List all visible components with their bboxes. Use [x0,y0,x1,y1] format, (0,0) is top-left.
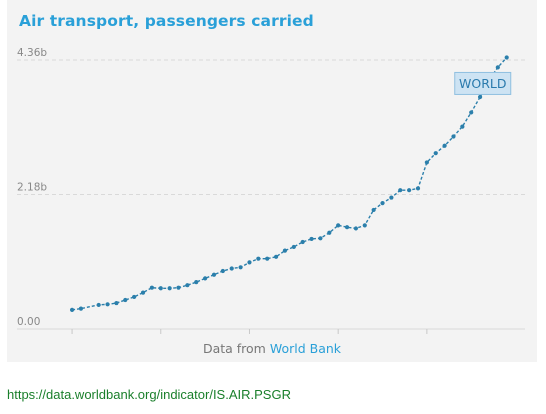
data-point[interactable] [194,280,199,285]
data-point[interactable] [247,260,252,265]
data-point[interactable] [105,302,110,307]
data-point[interactable] [78,306,84,311]
data-point[interactable] [336,223,341,228]
data-point[interactable] [238,265,243,270]
series-label-box [454,71,512,95]
data-point[interactable] [460,124,465,129]
source-prefix: Data from [202,341,270,356]
series-label: WORLD [459,76,506,91]
data-point[interactable] [291,244,296,250]
data-point[interactable] [415,186,421,191]
series-line [71,57,508,311]
data-point[interactable] [123,297,128,303]
data-point[interactable] [282,248,288,253]
data-point[interactable] [371,207,376,213]
data-point[interactable] [140,290,146,295]
data-point[interactable] [318,236,323,241]
data-point[interactable] [149,285,155,290]
data-point[interactable] [451,134,456,139]
data-point[interactable] [398,188,403,193]
data-point[interactable] [353,226,359,231]
data-point[interactable] [309,236,314,242]
y-tick-label: 2.18b [17,182,47,194]
data-point[interactable] [158,286,163,291]
data-point[interactable] [389,195,394,200]
data-point[interactable] [114,300,119,306]
chart-card: Air transport, passengers carried 0.00 2.… [7,0,537,362]
data-point[interactable] [256,256,261,261]
data-point[interactable] [300,239,305,245]
y-tick-label: 4.36b [17,47,47,59]
data-point[interactable] [424,160,429,165]
data-point[interactable] [407,188,412,193]
data-point[interactable] [327,230,332,235]
data-point[interactable] [380,201,385,206]
data-point[interactable] [495,65,500,70]
data-point[interactable] [203,276,208,281]
data-point[interactable] [273,254,279,259]
data-point[interactable] [96,302,101,308]
world-bank-link[interactable]: World Bank [269,341,342,356]
data-point[interactable] [469,110,474,115]
data-point[interactable] [220,268,225,274]
data-point[interactable] [433,151,438,156]
y-tick-label: 0.00 [17,316,40,328]
data-point[interactable] [167,286,172,291]
data-point[interactable] [132,294,137,300]
chart-source: Data from World Bank [7,341,537,356]
chart-plot: 0.00 2.18b 4.36b WORLD [17,47,525,334]
data-point[interactable] [442,143,447,148]
data-point[interactable] [265,256,270,261]
data-point[interactable] [176,285,181,290]
data-point[interactable] [211,272,217,277]
data-point[interactable] [229,266,234,271]
data-point[interactable] [69,307,75,312]
data-point[interactable] [185,283,190,288]
data-point[interactable] [504,55,509,60]
data-point[interactable] [344,225,350,230]
chart-title: Air transport, passengers carried [19,12,314,30]
data-point[interactable] [477,94,483,100]
source-url[interactable]: https://data.worldbank.org/indicator/IS.… [7,387,291,402]
data-point[interactable] [362,223,367,228]
